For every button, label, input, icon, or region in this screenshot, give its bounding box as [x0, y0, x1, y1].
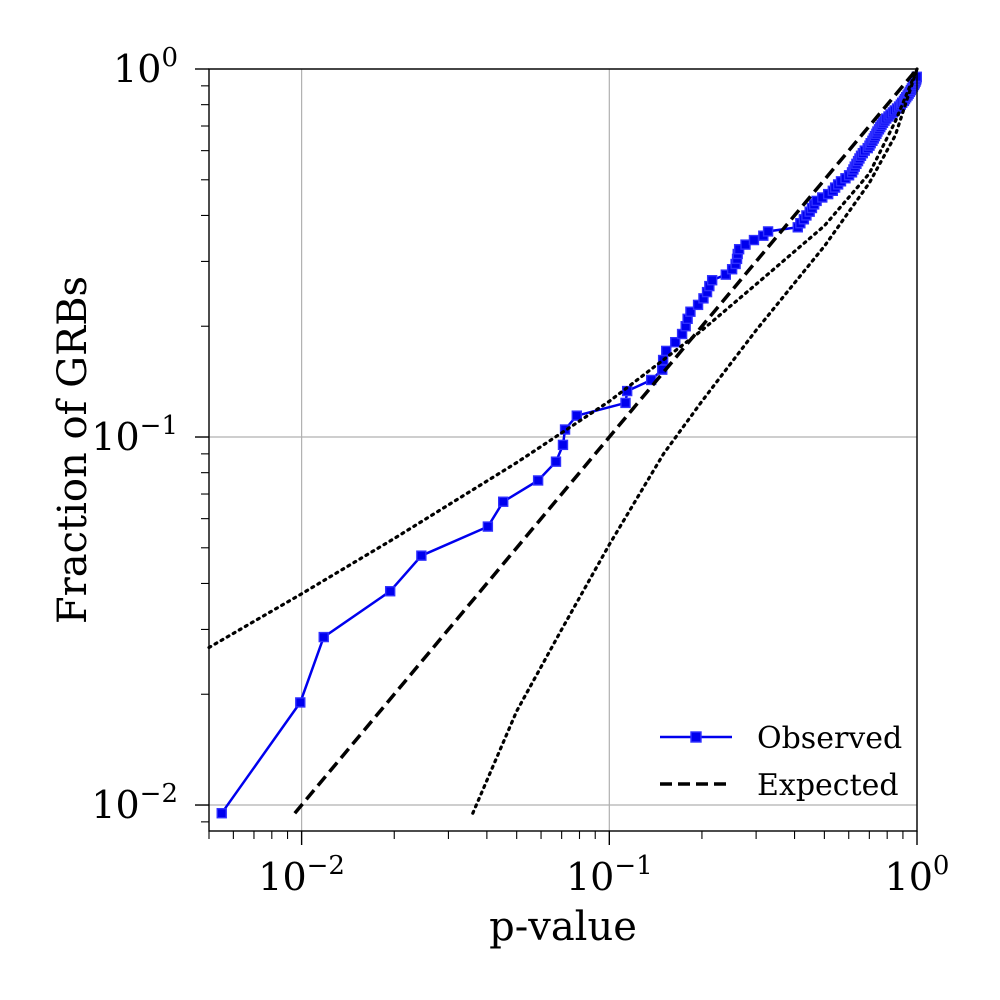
x-tick-label: 10−2	[258, 851, 345, 899]
observed-point	[670, 336, 681, 348]
y-tick-label: 10−2	[91, 779, 178, 827]
y-tick-label: 100	[113, 43, 178, 91]
observed-point	[416, 550, 427, 561]
observed-point	[532, 475, 544, 486]
x-axis-title: p-value	[489, 904, 637, 950]
plot-frame	[208, 68, 918, 832]
legend-expected-label: Expected	[757, 768, 899, 803]
observed-point	[661, 345, 672, 357]
observed-line	[220, 76, 919, 814]
x-tick-label: 10−1	[566, 851, 653, 899]
observed-point	[748, 234, 760, 246]
ticks-layer	[195, 68, 918, 845]
y-axis-title: Fraction of GRBs	[50, 276, 96, 624]
observed-point	[740, 239, 751, 250]
observed-point	[685, 306, 696, 317]
legend-observed-label: Observed	[757, 721, 902, 756]
tick-labels: 10−2 10−1 100 10−2 10−1 100	[91, 43, 949, 899]
observed-point	[571, 410, 582, 421]
x-tick-label: 100	[885, 851, 950, 899]
observed-point	[720, 269, 731, 280]
observed-point	[318, 631, 329, 643]
observed-point	[620, 397, 631, 409]
confidence-band-line	[471, 67, 919, 815]
observed-point	[295, 697, 306, 708]
observed-point	[550, 456, 562, 467]
observed-point	[498, 496, 509, 507]
observed-point	[482, 521, 494, 532]
expected-line	[293, 67, 919, 815]
confidence-band-line	[207, 67, 919, 650]
observed-point	[216, 808, 227, 819]
observed-point	[557, 439, 569, 451]
series-layer	[207, 67, 922, 819]
legend: Observed Expected	[660, 721, 902, 803]
observed-point	[762, 226, 774, 237]
y-tick-label: 10−1	[91, 411, 178, 459]
legend-observed-marker	[690, 731, 702, 743]
observed-point	[384, 586, 396, 597]
observed-point	[692, 299, 704, 311]
observed-point	[706, 275, 718, 286]
